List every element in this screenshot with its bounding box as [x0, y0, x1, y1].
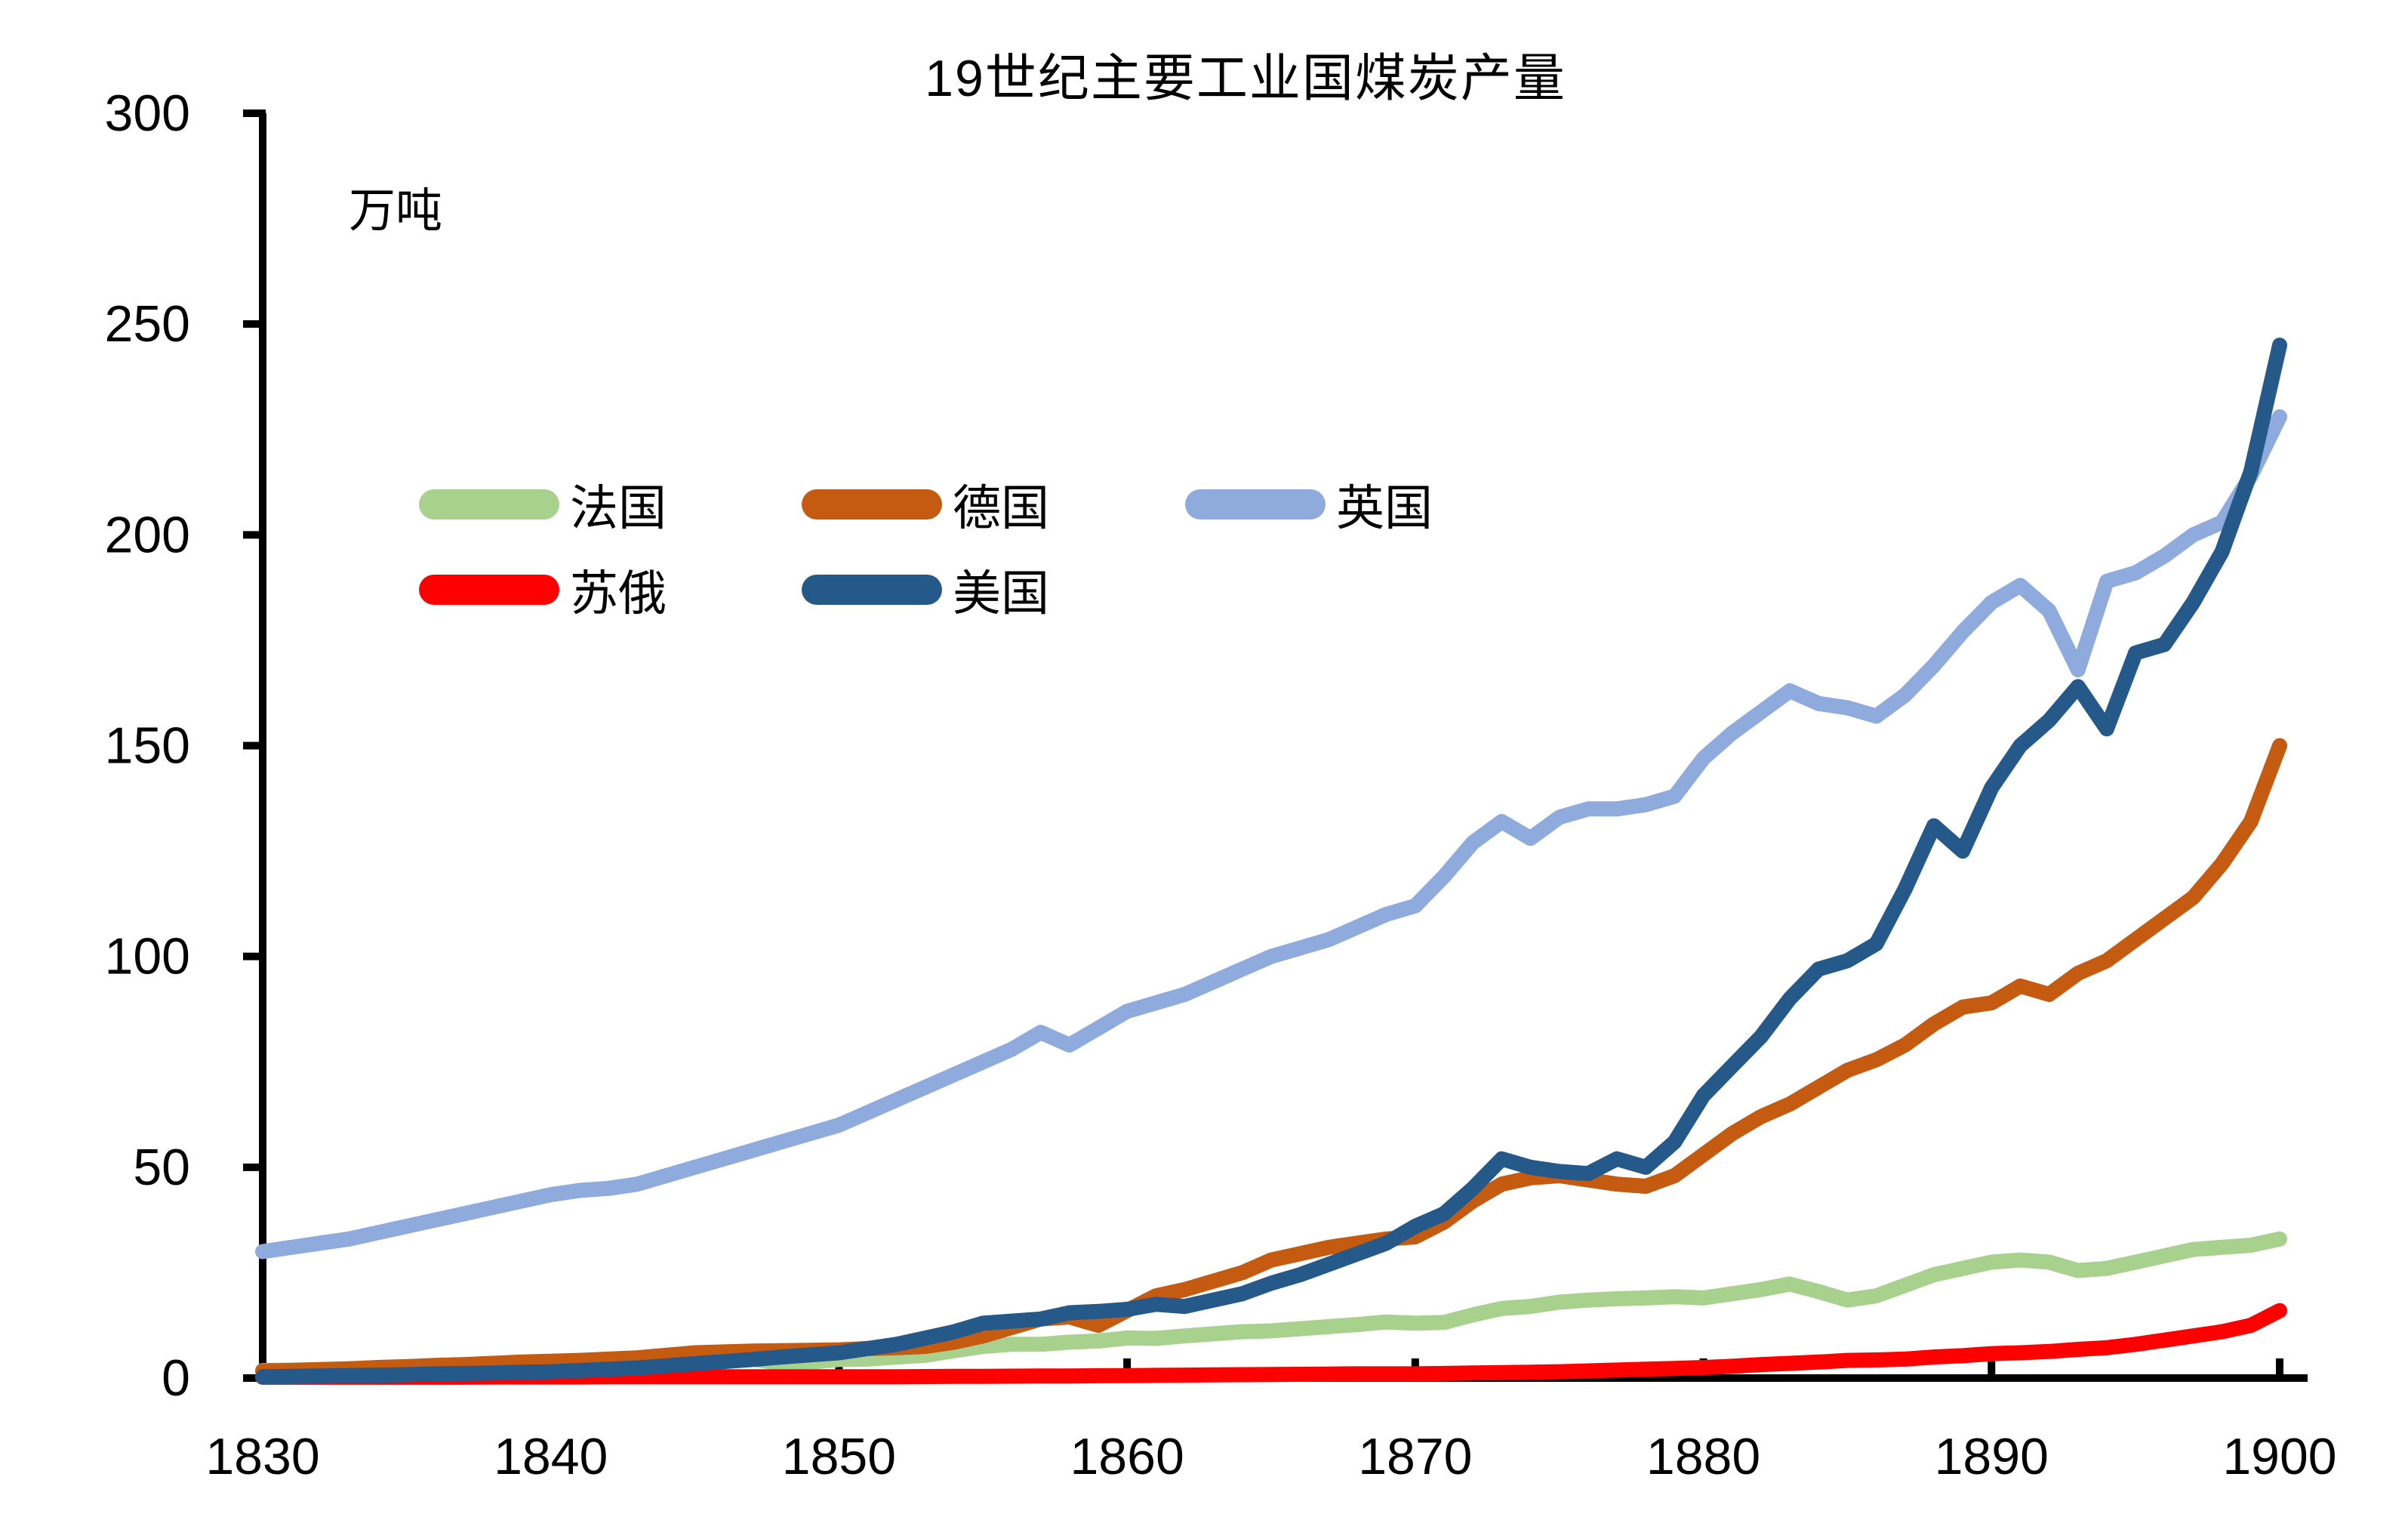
- legend-label-france: 法国: [570, 481, 667, 535]
- usa-line-swatch: [802, 575, 942, 605]
- legend-label-germany: 德国: [953, 481, 1049, 535]
- series-line-usa: [255, 338, 2287, 1385]
- y-axis-label-250: 250: [105, 295, 190, 353]
- y-axis-label-200: 200: [105, 506, 190, 563]
- x-axis-label-1890: 1890: [1935, 1428, 2049, 1485]
- legend-item-usa: 美国: [802, 555, 1049, 624]
- legend-label-uk: 英国: [1336, 481, 1433, 535]
- legend-item-uk: 英国: [1185, 470, 1433, 539]
- x-axis-label-1900: 1900: [2222, 1428, 2336, 1485]
- legend-item-soviet-russia: 苏俄: [419, 555, 667, 624]
- y-axis-label-150: 150: [105, 717, 190, 775]
- series-line-uk: [255, 409, 2287, 1260]
- uk-line-swatch: [1185, 489, 1326, 520]
- germany-line-swatch: [802, 489, 942, 520]
- y-axis-unit-label: 万吨: [349, 185, 443, 237]
- y-axis-label-50: 50: [133, 1139, 190, 1196]
- y-axis-label-100: 100: [105, 928, 190, 985]
- legend-label-soviet-russia: 苏俄: [570, 566, 667, 621]
- x-axis-label-1830: 1830: [205, 1428, 319, 1485]
- series-line-germany: [255, 738, 2287, 1379]
- y-axis-label-300: 300: [105, 85, 190, 142]
- x-axis-label-1880: 1880: [1646, 1428, 1760, 1485]
- y-axis-label-0: 0: [162, 1349, 190, 1407]
- legend-item-france: 法国: [419, 470, 667, 539]
- x-axis-label-1870: 1870: [1358, 1428, 1472, 1485]
- chart-title: 19世纪主要工业国煤炭产量: [925, 50, 1566, 107]
- soviet-russia-line-swatch: [419, 575, 559, 605]
- legend-item-germany: 德国: [802, 470, 1049, 539]
- x-axis-label-1840: 1840: [494, 1428, 608, 1485]
- x-axis-label-1860: 1860: [1070, 1428, 1184, 1485]
- legend-label-usa: 美国: [953, 566, 1049, 621]
- france-line-swatch: [419, 489, 559, 520]
- x-axis-label-1850: 1850: [782, 1428, 896, 1485]
